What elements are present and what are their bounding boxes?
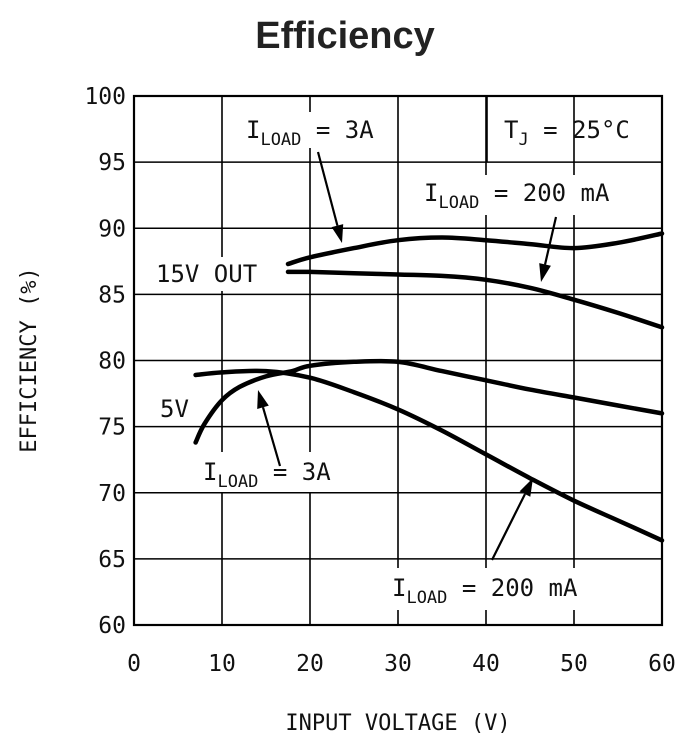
y-tick-label: 65 [98,547,126,573]
tick-labels: 0 10 20 30 40 50 60 60 65 70 75 80 85 90 95 100 [84,84,675,677]
series-line-v15_3a [285,231,665,267]
x-tick-label: 60 [648,651,676,677]
y-tick-label: 95 [98,150,126,176]
x-axis-label: INPUT VOLTAGE (V) [285,711,510,735]
y-tick-label: 70 [98,481,126,507]
annotation-l15: 15V OUT [156,260,257,288]
arrow-15-200-head [539,263,551,282]
chart-title: Efficiency [255,15,435,57]
y-tick-label: 90 [98,216,126,242]
arrow-5-200-shaft [491,493,526,561]
series-line-v5_3a [193,358,665,445]
y-tick-label: 85 [98,282,126,308]
x-tick-label: 0 [127,651,141,677]
x-tick-label: 10 [208,651,236,677]
x-tick-label: 50 [560,651,588,677]
annotation-a15_200: ILOAD = 200 mA [424,179,610,213]
arrow-15-3a-shaft [316,151,339,226]
grid [132,94,664,627]
annotation-l5: 5V [160,395,189,423]
annotation-background [240,112,390,148]
arrow-5-200-head [519,478,533,497]
y-axis-label: EFFICIENCY (%) [17,267,42,452]
x-tick-label: 40 [472,651,500,677]
annotation-background [418,175,660,215]
series-line-v15_200ma [285,269,665,330]
annotation-tj: TJ = 25°C [504,116,630,150]
y-tick-label: 80 [98,349,126,375]
annotation-a5_200: ILOAD = 200 mA [392,574,578,608]
y-tick-label: 100 [84,84,126,110]
plot-frame [132,94,664,627]
x-tick-label: 30 [384,651,412,677]
arrow-5-3a-shaft [261,406,282,467]
series-curves [193,231,665,543]
annotation-a5_3a: ILOAD = 3A [203,458,331,492]
annotations: ILOAD = 3A TJ = 25°C ILOAD = 200 mA 15V OUT… [150,96,660,610]
y-tick-label: 75 [98,415,126,441]
y-tick-label: 60 [98,613,126,639]
x-tick-label: 20 [296,651,324,677]
arrow-15-200-shaft [543,216,558,265]
annotation-background [150,257,282,291]
arrow-5-3a-head [257,390,269,409]
annotation-background [386,568,622,610]
series-line-v5_200ma [193,368,665,543]
arrow-15-3a-head [331,224,344,243]
annotation-a15_3a: ILOAD = 3A [246,116,374,150]
